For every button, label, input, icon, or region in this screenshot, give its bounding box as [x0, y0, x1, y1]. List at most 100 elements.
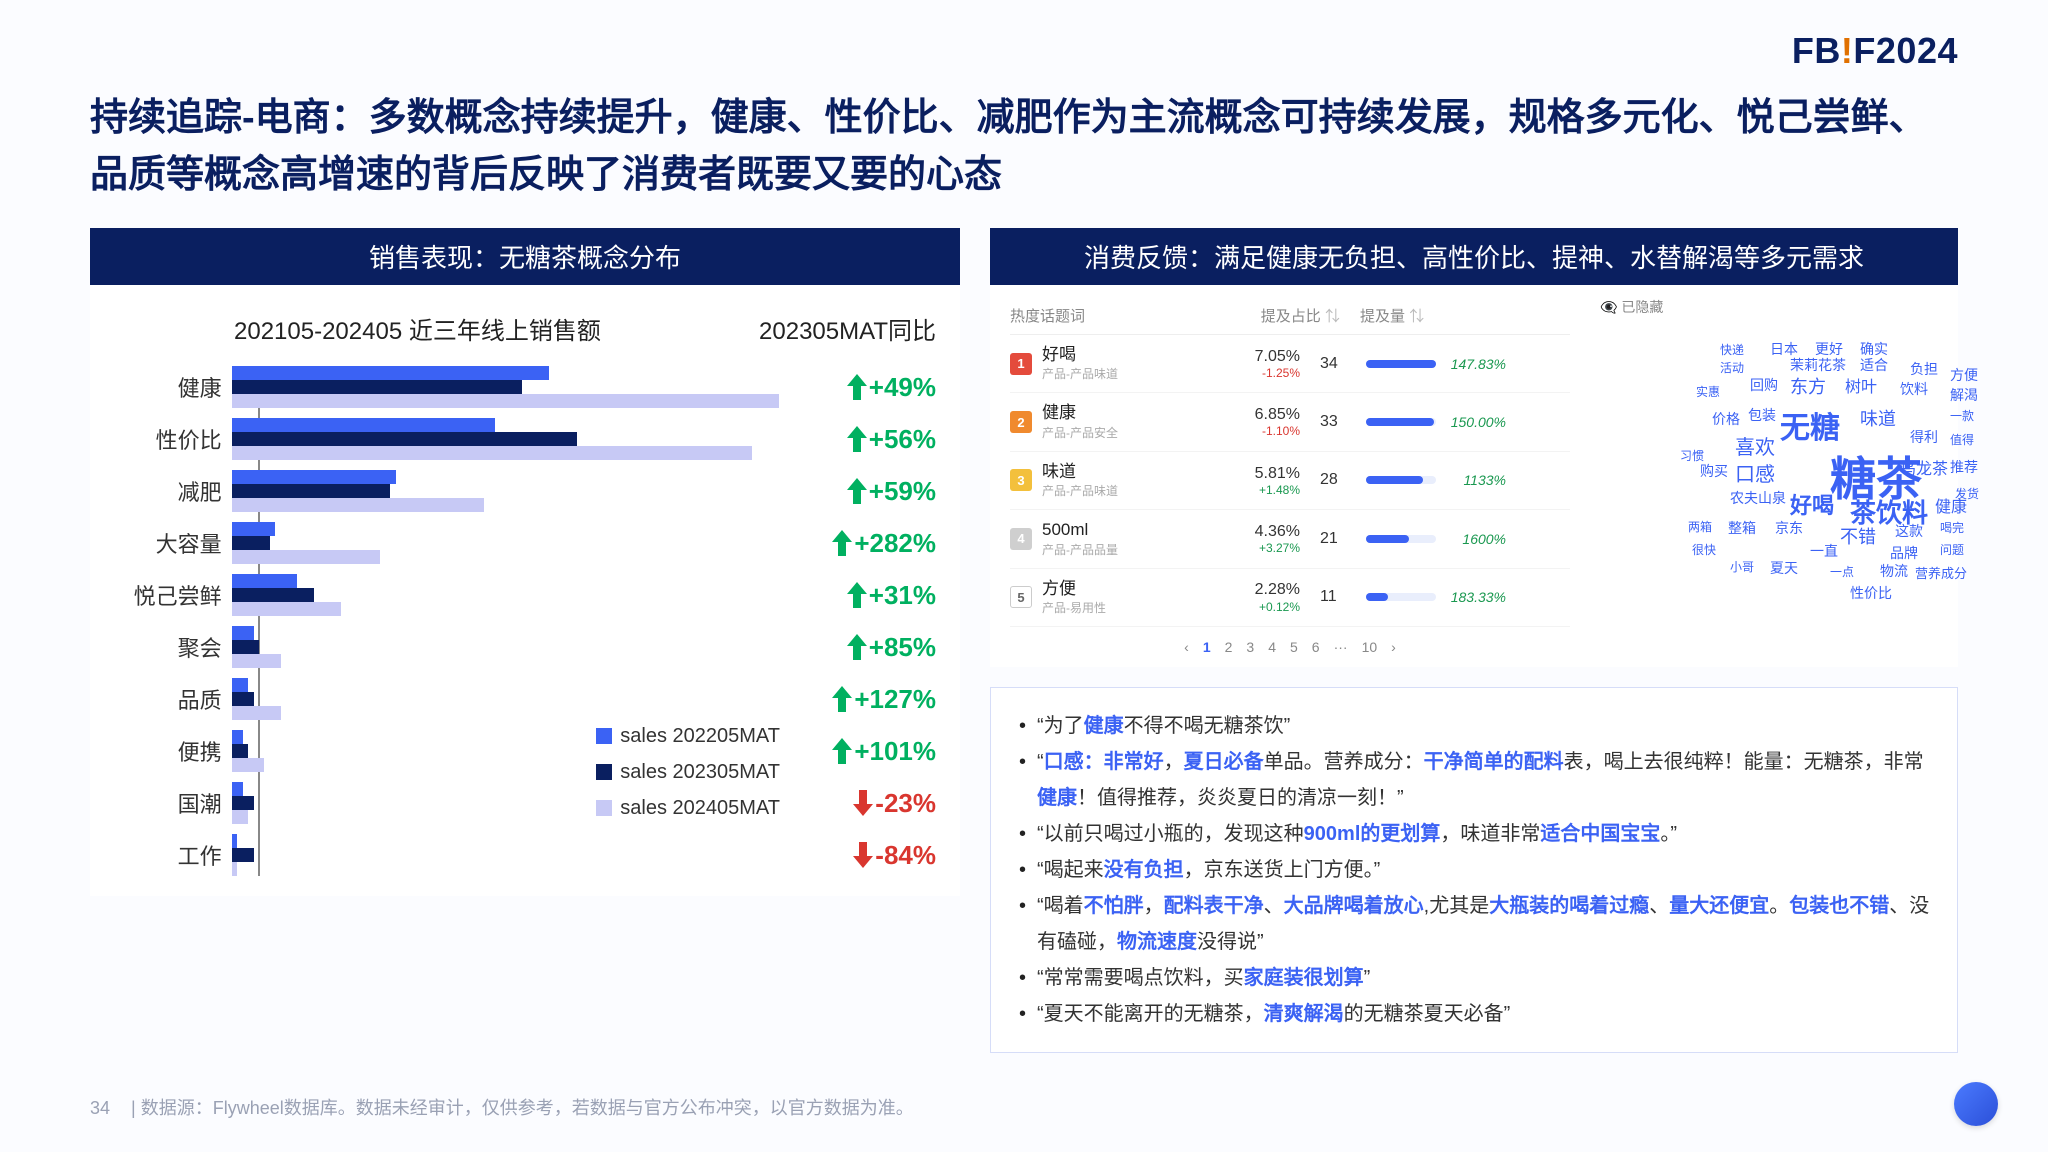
concept-bar-chart: 202105-202405 近三年线上销售额 202305MAT同比 健康 +49… [90, 285, 960, 896]
cloud-word: 购买 [1700, 461, 1728, 481]
chart-title-left: 202105-202405 近三年线上销售额 [234, 311, 601, 346]
cloud-word: 夏天 [1770, 558, 1798, 578]
cloud-word: 好喝 [1790, 488, 1834, 520]
cloud-word: 方便 [1950, 365, 1978, 385]
growth-value: +49% [779, 372, 936, 403]
verbatim-quotes: “为了健康不得不喝无糖茶饮”“口感：非常好，夏日必备单品。营养成分：干净简单的配… [990, 687, 1958, 1053]
cloud-word: 一直 [1810, 541, 1838, 561]
bar-row: 减肥 +59% [114, 470, 936, 512]
cloud-word: 一点 [1830, 563, 1854, 580]
cloud-word: 回购 [1750, 375, 1778, 395]
legend-item: sales 202405MAT [596, 790, 780, 826]
bar-label: 性价比 [114, 423, 232, 455]
cloud-word: 这款 [1895, 521, 1923, 541]
bar-label: 便携 [114, 735, 232, 767]
cloud-word: 不错 [1840, 523, 1876, 549]
cloud-word: 整箱 [1728, 518, 1756, 538]
cloud-word: 负担 [1910, 359, 1938, 379]
growth-value: +31% [779, 580, 936, 611]
cloud-word: 喝完 [1940, 519, 1964, 536]
cloud-word: 营养成分 [1915, 563, 1967, 582]
quote-line: “常常需要喝点饮料，买家庭装很划算” [1015, 960, 1933, 996]
cloud-word: 活动 [1720, 359, 1744, 376]
flywheel-icon [1954, 1082, 1998, 1126]
topic-row: 5方便产品-易用性2.28%+0.12%11183.33% [1010, 569, 1570, 627]
cloud-word: 无糖 [1780, 403, 1840, 447]
topic-ranking-table: 热度话题词 提及占比 ⇅ 提及量 ⇅ 1好喝产品-产品味道7.05%-1.25%… [1010, 297, 1570, 655]
cloud-word: 两箱 [1688, 518, 1712, 535]
quote-line: “口感：非常好，夏日必备单品。营养成分：干净简单的配料表，喝上去很纯粹！能量：无… [1015, 744, 1933, 816]
quote-line: “为了健康不得不喝无糖茶饮” [1015, 708, 1933, 744]
bar-row: 性价比 +56% [114, 418, 936, 460]
growth-value: +101% [779, 736, 936, 767]
right-panel-header: 消费反馈：满足健康无负担、高性价比、提神、水替解渴等多元需求 [990, 228, 1958, 285]
bar-row: 大容量 +282% [114, 522, 936, 564]
word-cloud: 👁‍🗨 已隐藏 糖茶无糖茶饮料好喝喜欢口感味道不错东方树叶乌龙茶健康日本更好确实… [1600, 297, 1938, 597]
cloud-word: 适合 [1860, 355, 1888, 375]
th-pct: 提及占比 ⇅ [1220, 305, 1340, 326]
footer-text: 数据源：Flywheel数据库。数据未经审计，仅供参考，若数据与官方公布冲突，以… [141, 1098, 914, 1118]
cloud-word: 树叶 [1845, 373, 1877, 397]
eye-slash-icon: 👁‍🗨 [1600, 299, 1617, 315]
bar-label: 国潮 [114, 787, 232, 819]
topic-row: 4500ml产品-产品品量4.36%+3.27%211600% [1010, 510, 1570, 568]
cloud-word: 喜欢 [1735, 431, 1775, 460]
cloud-word: 农夫山泉 [1730, 488, 1786, 508]
cloud-word: 快递 [1720, 341, 1744, 358]
cloud-word: 解渴 [1950, 385, 1978, 405]
cloud-word: 物流 [1880, 561, 1908, 581]
pager[interactable]: ‹123456···10› [1010, 639, 1570, 655]
cloud-word: 包装 [1748, 405, 1776, 425]
topic-row: 2健康产品-产品安全6.85%-1.10%33150.00% [1010, 393, 1570, 451]
bar-label: 悦己尝鲜 [114, 579, 232, 611]
growth-value: +282% [779, 528, 936, 559]
quote-line: “喝起来没有负担，京东送货上门方便。” [1015, 852, 1933, 888]
bar-row: 聚会 +85% [114, 626, 936, 668]
quote-line: “喝着不怕胖，配料表干净、大品牌喝着放心,尤其是大瓶装的喝着过瘾、量大还便宜。包… [1015, 888, 1933, 960]
bar-row: 悦己尝鲜 +31% [114, 574, 936, 616]
topic-row: 1好喝产品-产品味道7.05%-1.25%34147.83% [1010, 335, 1570, 393]
cloud-word: 一款 [1950, 407, 1974, 424]
cloud-word: 味道 [1860, 405, 1896, 431]
bar-label: 品质 [114, 683, 232, 715]
chart-legend: sales 202205MATsales 202305MATsales 2024… [596, 718, 780, 826]
cloud-word: 问题 [1940, 541, 1964, 558]
cloud-word: 东方 [1790, 373, 1826, 399]
cloud-word: 性价比 [1850, 583, 1892, 603]
growth-value: -23% [779, 788, 936, 819]
page-title: 持续追踪-电商：多数概念持续提升，健康、性价比、减肥作为主流概念可持续发展，规格… [90, 90, 1958, 204]
bar-label: 大容量 [114, 527, 232, 559]
legend-item: sales 202205MAT [596, 718, 780, 754]
cloud-word: 推荐 [1950, 457, 1978, 477]
bar-label: 健康 [114, 371, 232, 403]
page-number: 34 [90, 1098, 110, 1118]
bar-row: 便携 +101% [114, 730, 936, 772]
cloud-word: 发货 [1955, 485, 1979, 502]
bar-label: 工作 [114, 839, 232, 871]
chart-title-right: 202305MAT同比 [759, 311, 936, 346]
growth-value: +59% [779, 476, 936, 507]
th-vol: 提及量 ⇅ [1340, 305, 1560, 326]
cloud-word: 实惠 [1696, 383, 1720, 400]
growth-value: +56% [779, 424, 936, 455]
cloud-word: 得利 [1910, 427, 1938, 447]
cloud-word: 小哥 [1730, 558, 1754, 575]
cloud-word: 值得 [1950, 431, 1974, 448]
quote-line: “夏天不能离开的无糖茶，清爽解渴的无糖茶夏天必备” [1015, 996, 1933, 1032]
bar-row: 健康 +49% [114, 366, 936, 408]
cloud-word: 口感 [1735, 458, 1775, 487]
cloud-word: 价格 [1712, 409, 1740, 429]
cloud-word: 茉莉花茶 [1790, 355, 1846, 375]
bar-label: 聚会 [114, 631, 232, 663]
growth-value: +127% [779, 684, 936, 715]
th-topic: 热度话题词 [1010, 305, 1220, 326]
cloud-word: 饮料 [1900, 379, 1928, 399]
cloud-word: 乌龙茶 [1900, 455, 1948, 479]
cloud-word: 很快 [1692, 541, 1716, 558]
quote-line: “以前只喝过小瓶的，发现这种900ml的更划算，味道非常适合中国宝宝。” [1015, 816, 1933, 852]
bar-label: 减肥 [114, 475, 232, 507]
left-panel-header: 销售表现：无糖茶概念分布 [90, 228, 960, 285]
topic-row: 3味道产品-产品味道5.81%+1.48%281133% [1010, 452, 1570, 510]
brand-logo: FB!F2024 [1792, 30, 1958, 72]
growth-value: +85% [779, 632, 936, 663]
